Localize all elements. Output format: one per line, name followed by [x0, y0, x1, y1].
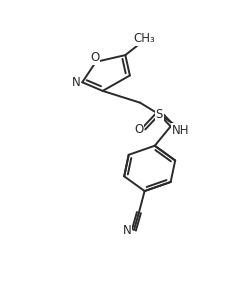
Text: S: S: [155, 108, 162, 121]
Text: O: O: [174, 123, 184, 136]
Text: O: O: [134, 123, 143, 136]
Text: O: O: [90, 51, 99, 64]
Text: NH: NH: [172, 124, 189, 137]
Text: N: N: [122, 223, 131, 237]
Text: N: N: [71, 76, 80, 89]
Text: CH₃: CH₃: [132, 32, 154, 45]
